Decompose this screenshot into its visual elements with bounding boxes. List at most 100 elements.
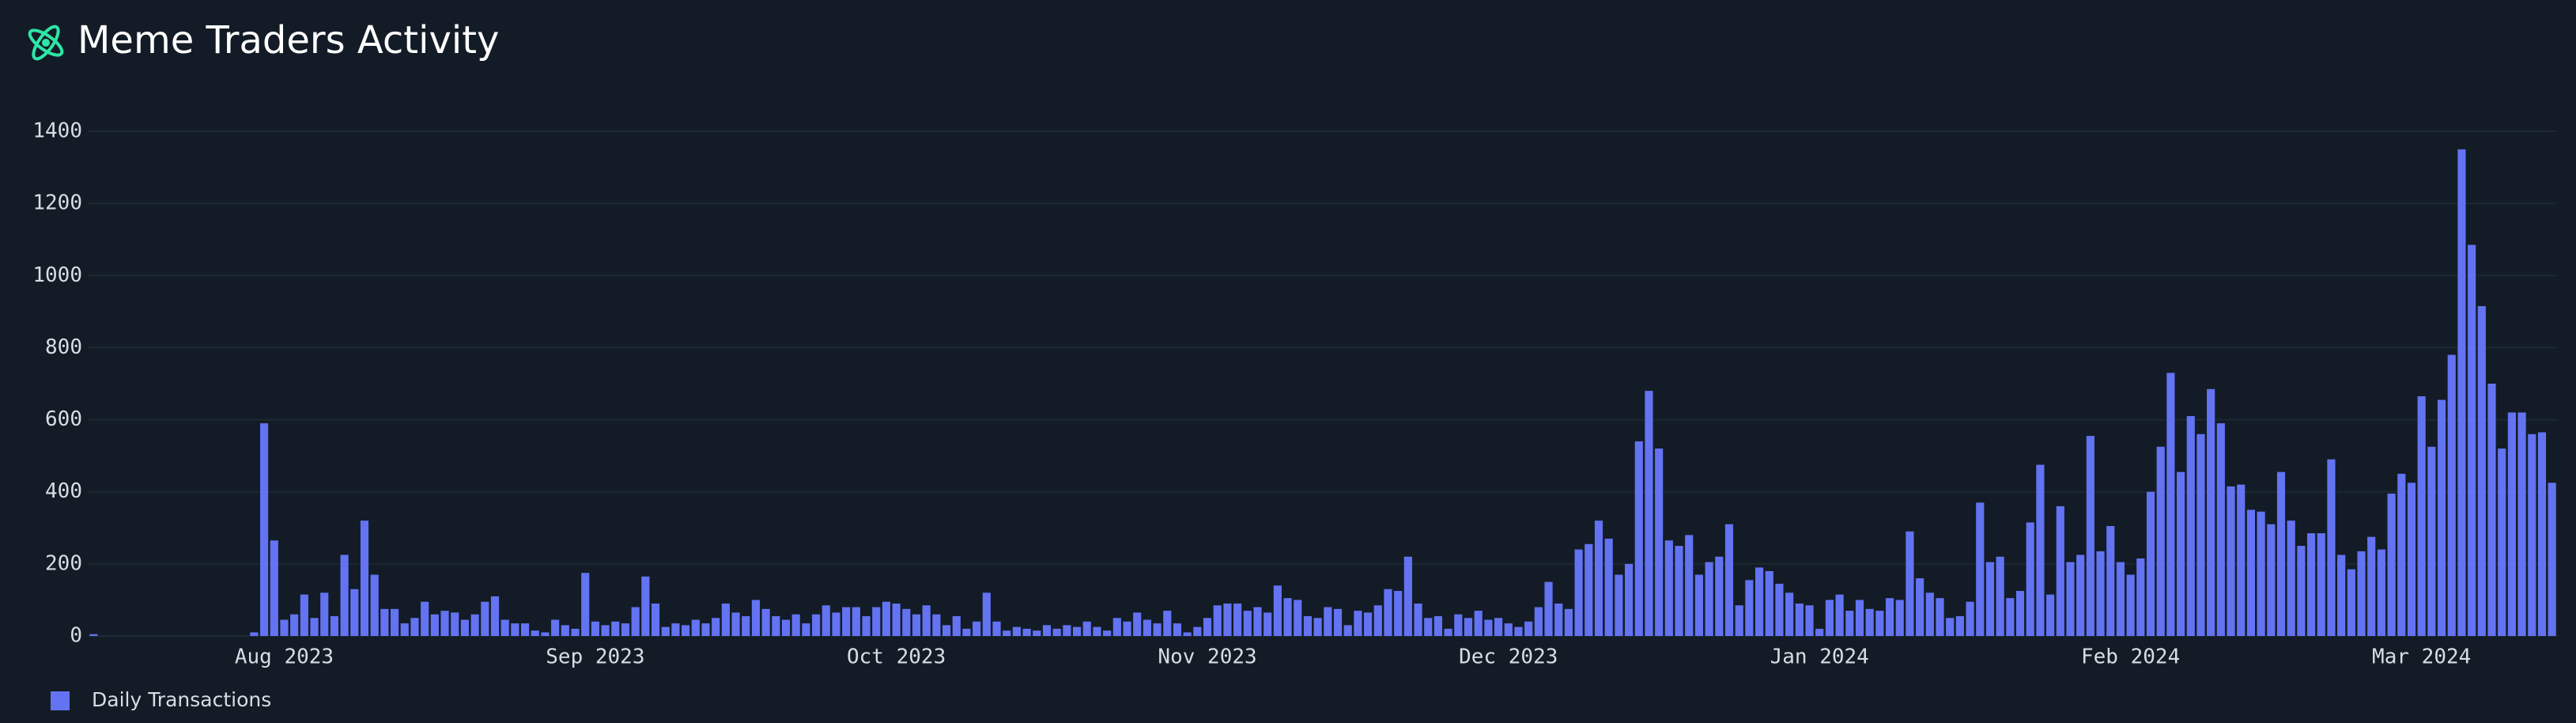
y-tick-label: 1000 (32, 263, 82, 287)
bar (330, 615, 339, 636)
bar (2498, 449, 2506, 636)
bar (1645, 391, 1653, 636)
bar (1283, 598, 1292, 636)
bar (2227, 486, 2235, 636)
bar (902, 608, 911, 636)
bar (260, 423, 269, 636)
bar (2267, 524, 2276, 636)
bar (1233, 603, 1242, 636)
bar (682, 625, 690, 636)
bar (1033, 630, 1041, 636)
bar (270, 540, 278, 636)
bar (1745, 580, 1754, 636)
bar (2046, 594, 2055, 636)
bar (391, 608, 399, 636)
y-tick-label: 400 (45, 479, 82, 503)
y-tick-label: 200 (45, 551, 82, 575)
bar (1022, 628, 1031, 636)
bar (601, 625, 610, 636)
bar (1112, 618, 1121, 636)
bar (1604, 538, 1613, 636)
bar (2207, 388, 2215, 636)
bar (721, 603, 730, 636)
bar (842, 607, 851, 636)
bar (942, 625, 951, 636)
bar (2257, 511, 2265, 636)
bar (1916, 578, 1924, 636)
bar (992, 621, 1001, 636)
bar (2528, 433, 2536, 636)
bar (1694, 574, 1703, 636)
bar (1955, 615, 1964, 636)
bar (1976, 502, 1985, 636)
bar (451, 612, 459, 636)
bar (982, 592, 991, 636)
bar (1895, 600, 1904, 636)
y-tick-label: 800 (45, 335, 82, 359)
bar (952, 615, 961, 636)
bar (1615, 574, 1623, 636)
bar (1474, 611, 1483, 636)
bar (1042, 625, 1052, 636)
bar (712, 618, 720, 636)
bar (1294, 600, 1302, 636)
bar (812, 614, 821, 636)
bar (822, 605, 830, 636)
bar (2377, 549, 2385, 636)
bar (1052, 628, 1061, 636)
bar (1384, 589, 1392, 636)
bar (742, 615, 750, 636)
bar (2146, 491, 2155, 636)
bar (2246, 509, 2255, 636)
bar (1173, 623, 1182, 636)
bar (701, 623, 710, 636)
bar (2537, 432, 2547, 636)
bar (691, 619, 700, 636)
logo-icon (28, 25, 64, 61)
bar (1885, 598, 1894, 636)
bar (761, 608, 770, 636)
bar (1373, 605, 1382, 636)
bar (310, 618, 319, 636)
bar (1574, 549, 1583, 636)
x-tick-label: Aug 2023 (235, 645, 334, 669)
bar (2166, 373, 2175, 636)
bar (1424, 618, 1433, 636)
bar (2096, 551, 2105, 636)
bar (621, 623, 630, 636)
bar (1705, 562, 1713, 636)
bar (1514, 626, 1523, 636)
bar (470, 614, 479, 636)
bar (1594, 520, 1603, 636)
bar (1454, 614, 1463, 636)
bar (1966, 601, 1974, 636)
bar (1634, 441, 1643, 636)
x-tick-label: Nov 2023 (1158, 645, 1256, 669)
bar (892, 603, 901, 636)
bar (1564, 608, 1573, 636)
bar (1724, 524, 1734, 636)
bar (2156, 446, 2165, 636)
bar (1082, 621, 1091, 636)
bar (1153, 623, 1161, 636)
bar (1072, 626, 1082, 636)
bar (2086, 436, 2094, 636)
bar (1765, 570, 1773, 636)
bar (400, 623, 409, 636)
bar (2186, 416, 2195, 636)
bar (1655, 449, 1664, 636)
bar (882, 601, 891, 636)
bar (1133, 612, 1142, 636)
bar (2196, 433, 2205, 636)
bar (1394, 591, 1403, 636)
bar (802, 623, 810, 636)
bar (481, 601, 489, 636)
bar (2287, 520, 2295, 636)
bar (1123, 621, 1131, 636)
bar (571, 628, 580, 636)
bar (460, 619, 469, 636)
bar (2276, 471, 2286, 636)
bar (731, 612, 740, 636)
bar (2216, 423, 2225, 636)
bar (1825, 600, 1834, 636)
